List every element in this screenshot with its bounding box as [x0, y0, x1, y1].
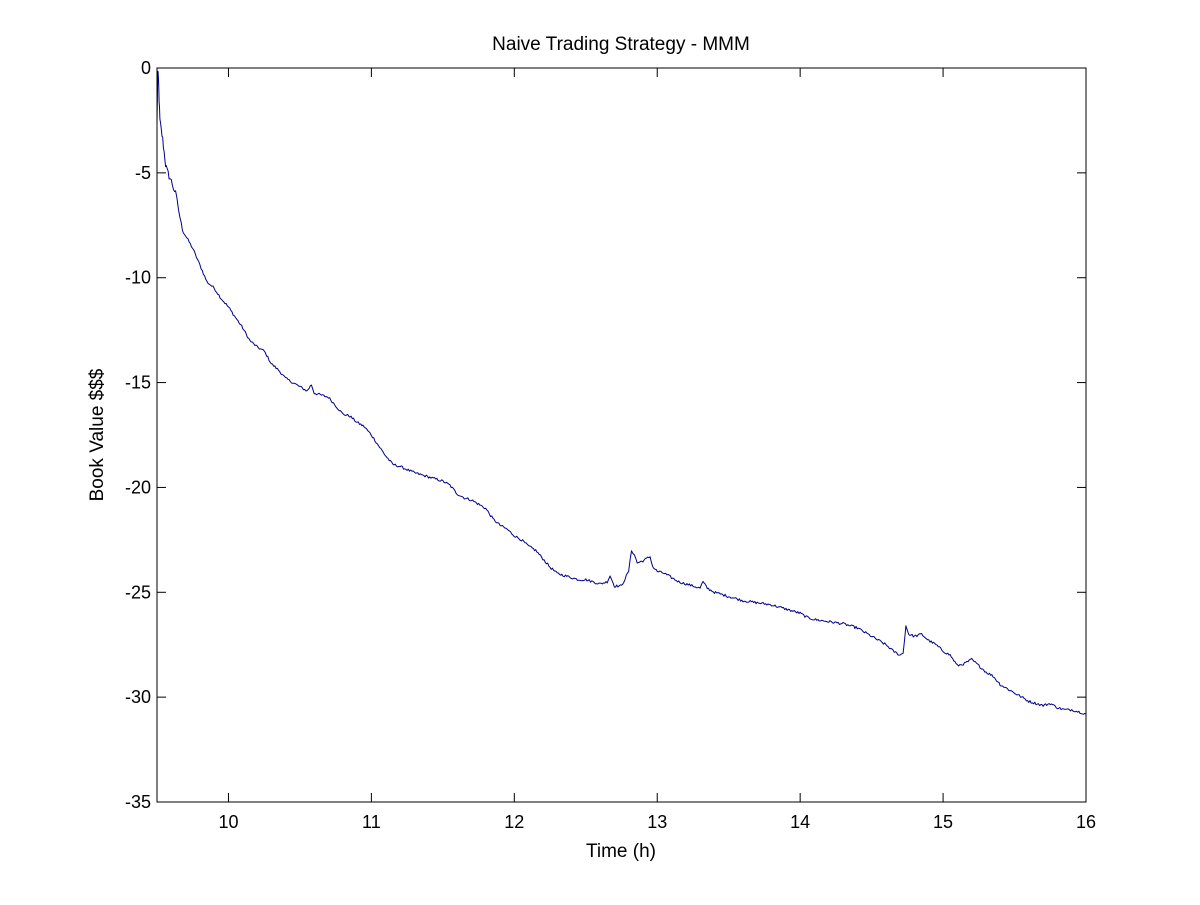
- series-line-0: [156, 70, 1087, 715]
- x-tick-label: 11: [362, 812, 381, 832]
- y-tick-label: -5: [135, 163, 151, 183]
- x-axis-label: Time (h): [586, 841, 656, 862]
- y-tick-label: -20: [125, 477, 151, 497]
- plot-frame: [156, 67, 1087, 803]
- tick-layer: 10 11 12 13 14 15 16 0 -5 -10 -15 -20 -25 -30 -35: [125, 58, 1096, 832]
- y-tick-label: -10: [125, 268, 151, 288]
- y-tick-label: -35: [125, 792, 151, 812]
- y-tick-label: 0: [141, 58, 151, 78]
- x-tick-label: 10: [218, 812, 238, 832]
- chart-title: Naive Trading Strategy - MMM: [492, 34, 750, 55]
- plot-background: [157, 68, 1086, 802]
- x-tick-label: 16: [1076, 812, 1096, 832]
- data-layer: [156, 70, 1087, 715]
- x-tick-label: 13: [647, 812, 667, 832]
- y-axis-label: Book Value $$$: [87, 368, 108, 501]
- x-tick-label: 15: [933, 812, 953, 832]
- x-tick-label: 12: [504, 812, 524, 832]
- y-tick-label: -30: [125, 687, 151, 707]
- y-tick-label: -15: [125, 373, 151, 393]
- y-tick-label: -25: [125, 582, 151, 602]
- x-tick-label: 14: [790, 812, 810, 832]
